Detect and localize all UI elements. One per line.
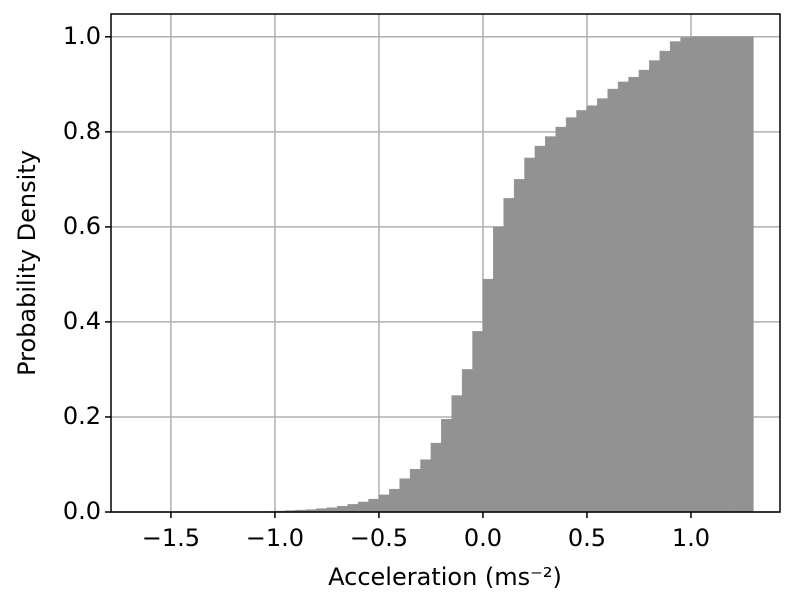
- bar: [430, 442, 442, 513]
- bar: [597, 98, 609, 513]
- y-tick-label: 0.8: [63, 117, 101, 145]
- bar: [420, 459, 432, 513]
- x-axis-label: Acceleration (ms⁻²): [328, 563, 562, 591]
- bar: [732, 36, 744, 513]
- y-tick-label: 1.0: [63, 22, 101, 50]
- y-axis-label: Probability Density: [13, 150, 41, 376]
- bar: [368, 498, 380, 513]
- bar: [649, 60, 661, 513]
- bar: [701, 36, 713, 513]
- x-tick-label: −1.0: [246, 524, 304, 552]
- bar: [638, 69, 650, 513]
- x-tick-label: 0.5: [568, 524, 606, 552]
- bar: [711, 36, 723, 513]
- bar: [576, 110, 588, 513]
- bar: [378, 494, 390, 513]
- x-tick-label: −1.5: [142, 524, 200, 552]
- bar: [524, 157, 536, 513]
- bar: [493, 226, 504, 513]
- bar: [534, 145, 546, 513]
- y-tick-label: 0.4: [63, 307, 101, 335]
- bar: [513, 179, 525, 513]
- bar: [389, 488, 400, 513]
- bar: [472, 331, 484, 513]
- x-tick-label: −0.5: [350, 524, 408, 552]
- bar: [503, 198, 515, 513]
- bar: [628, 76, 640, 513]
- bar: [680, 37, 692, 513]
- y-tick-label: 0.0: [63, 497, 101, 525]
- bars-layer: [264, 36, 754, 513]
- bar: [461, 369, 473, 513]
- bar: [545, 136, 557, 513]
- bar: [357, 501, 369, 513]
- y-tick-label: 0.2: [63, 402, 101, 430]
- ticks-layer: −1.5 −1.0 −0.5 0.0 0.5 1.0 0.0 0.2 0.4 0.6 0.8 1.0: [63, 22, 710, 552]
- bar: [399, 478, 411, 513]
- bar: [482, 278, 494, 513]
- y-tick-label: 0.6: [63, 212, 101, 240]
- x-tick-label: 0.0: [464, 524, 502, 552]
- bar: [441, 419, 452, 513]
- bar: [586, 105, 598, 513]
- bar: [409, 468, 421, 513]
- x-tick-label: 1.0: [672, 524, 710, 552]
- bar: [690, 36, 702, 513]
- bar: [607, 88, 619, 513]
- bar: [451, 395, 463, 513]
- bar: [617, 81, 629, 513]
- bar: [337, 506, 348, 513]
- bar: [659, 50, 671, 513]
- bar: [742, 36, 754, 513]
- bar: [555, 126, 567, 513]
- bar: [669, 41, 681, 513]
- plot-frame: [110, 13, 781, 513]
- bar: [565, 117, 577, 513]
- bar: [721, 36, 733, 513]
- bar: [347, 504, 359, 513]
